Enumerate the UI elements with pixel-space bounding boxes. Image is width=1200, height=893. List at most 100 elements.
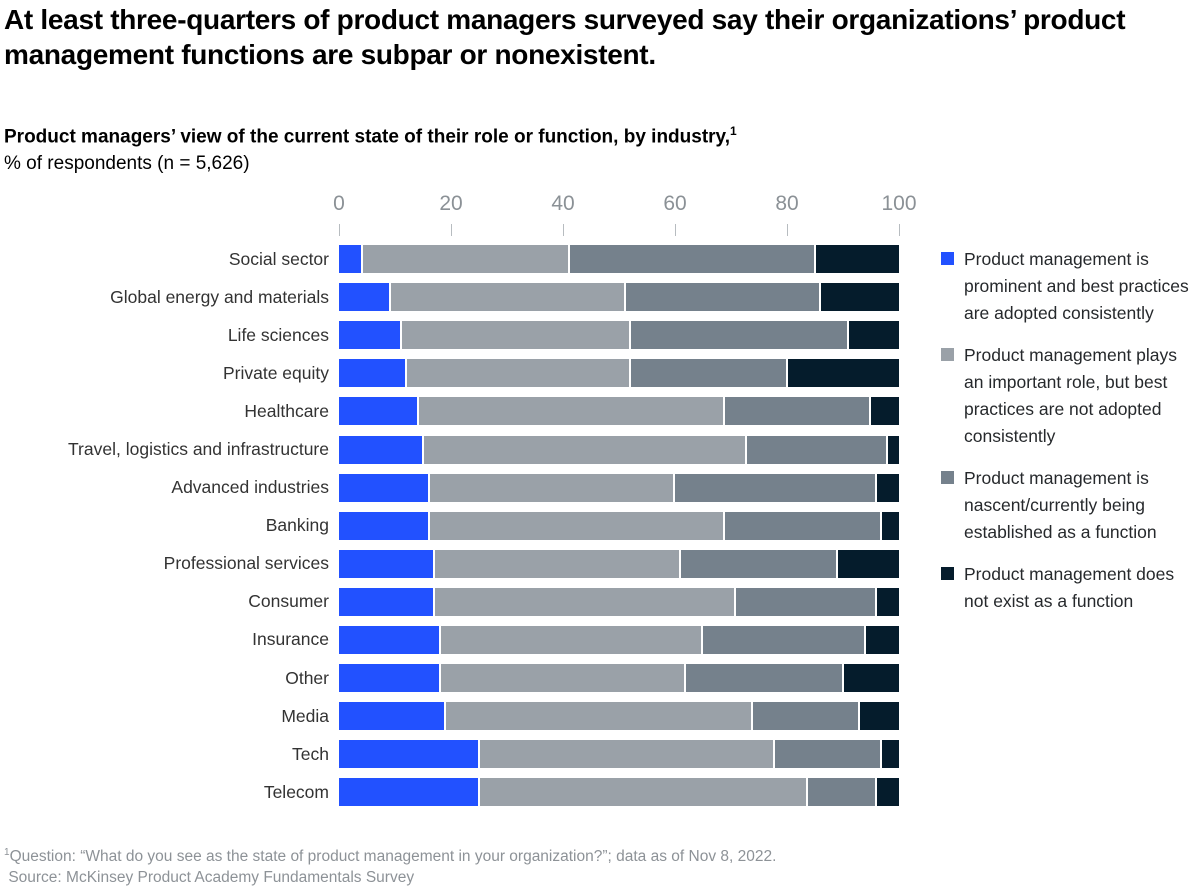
stacked-bar-chart: 0 20 40 60 80 100 Social sector Global energy … xyxy=(0,192,1200,812)
bar-segment xyxy=(808,778,875,807)
bar-segment xyxy=(418,397,724,426)
stacked-bar xyxy=(339,778,899,807)
footnote-question: Question: “What do you see as the state … xyxy=(9,848,777,866)
x-tick-label: 20 xyxy=(439,192,463,215)
legend-swatch xyxy=(941,348,954,361)
category-label: Tech xyxy=(292,743,329,764)
page-title: At least three-quarters of product manag… xyxy=(4,4,1126,70)
bar-segment xyxy=(686,664,842,693)
bar-segment xyxy=(339,245,362,274)
legend-swatch xyxy=(941,252,954,265)
bar-segment xyxy=(401,321,630,350)
x-tick-label: 100 xyxy=(881,192,917,215)
bar-segment xyxy=(680,549,837,578)
bar-segment xyxy=(390,283,624,312)
bar-segment xyxy=(725,511,881,540)
category-label: Other xyxy=(285,667,329,688)
category-label: Private equity xyxy=(222,362,329,383)
bar-segment xyxy=(429,511,724,540)
footnote-line1: 1Question: “What do you see as the state… xyxy=(4,842,776,867)
x-tick-mark xyxy=(338,224,340,236)
stacked-bar xyxy=(339,625,899,654)
bar-segment xyxy=(625,283,820,312)
stacked-bar xyxy=(339,549,900,578)
legend-item: Product management plays an important ro… xyxy=(941,342,1191,450)
bar-segment xyxy=(339,283,389,312)
category-label: Banking xyxy=(265,515,329,536)
chart-footnote: 1Question: “What do you see as the state… xyxy=(4,842,776,888)
legend-item: Product management is nascent/currently … xyxy=(941,465,1191,546)
bar-segment xyxy=(339,359,406,388)
bar-segment xyxy=(747,435,886,464)
bar-segment xyxy=(752,702,859,731)
bar-segment xyxy=(339,625,439,654)
footnote-sup: 1 xyxy=(4,847,10,858)
legend-label: Product management plays an important ro… xyxy=(964,345,1178,446)
bar-segment xyxy=(339,549,434,578)
chart-row: Tech xyxy=(0,735,900,773)
bar-segment xyxy=(570,245,814,274)
x-tick-label: 60 xyxy=(663,192,687,215)
legend-item: Product management is prominent and best… xyxy=(941,246,1191,327)
x-tick-mark xyxy=(450,224,452,236)
bar-segment xyxy=(871,397,900,426)
bar-segment xyxy=(675,473,875,502)
x-tick-mark xyxy=(898,224,900,236)
bar-segment xyxy=(843,664,900,693)
bar-segment xyxy=(821,283,900,312)
bar-segment xyxy=(860,702,900,731)
bar-segment xyxy=(440,625,702,654)
bar-segment xyxy=(876,473,899,502)
x-tick-label: 80 xyxy=(775,192,799,215)
bar-segment xyxy=(339,397,417,426)
chart-row: Banking xyxy=(0,507,900,545)
bar-segment xyxy=(363,245,569,274)
stacked-bar xyxy=(339,397,900,426)
stacked-bar xyxy=(339,702,900,731)
bar-segment xyxy=(435,587,735,616)
stacked-bar xyxy=(339,435,899,464)
footnote-reference-mark: 1 xyxy=(730,124,737,138)
bar-segment xyxy=(788,359,899,388)
category-label: Telecom xyxy=(263,781,329,802)
bar-segment xyxy=(339,587,434,616)
bar-segment xyxy=(736,587,875,616)
bar-segment xyxy=(339,702,445,731)
chart-subtitle-line1: Product managers’ view of the current st… xyxy=(4,118,737,150)
bar-segment xyxy=(339,664,439,693)
bar-segment xyxy=(631,359,787,388)
chart-subtitle-line2: % of respondents (n = 5,626) xyxy=(4,153,250,175)
bar-segment xyxy=(703,625,864,654)
legend-swatch xyxy=(941,567,954,580)
chart-row: Insurance xyxy=(0,621,899,659)
bar-segment xyxy=(479,778,807,807)
stacked-bar xyxy=(339,245,899,274)
stacked-bar xyxy=(339,283,900,312)
bar-segment xyxy=(440,664,685,693)
chart-row: Global energy and materials xyxy=(0,278,900,316)
stacked-bar xyxy=(339,321,899,350)
legend-item: Product management does not exist as a f… xyxy=(941,561,1191,615)
category-label: Insurance xyxy=(252,629,329,650)
bar-segment xyxy=(424,435,746,464)
x-tick-label: 40 xyxy=(551,192,575,215)
bar-segment xyxy=(887,435,899,464)
chart-row: Telecom xyxy=(0,773,899,811)
bar-segment xyxy=(429,473,674,502)
bar-segment xyxy=(849,321,899,350)
bar-segment xyxy=(882,511,900,540)
category-label: Professional services xyxy=(163,553,329,574)
chart-row: Media xyxy=(0,697,900,735)
footnote-source: Source: McKinsey Product Academy Fundame… xyxy=(4,867,776,888)
stacked-bar xyxy=(339,587,899,616)
bar-segment xyxy=(339,511,428,540)
chart-row: Consumer xyxy=(0,583,899,621)
legend-label: Product management does not exist as a f… xyxy=(964,564,1175,611)
bar-segment xyxy=(435,549,679,578)
chart-subtitle: Product managers’ view of the current st… xyxy=(4,118,737,177)
category-label: Advanced industries xyxy=(171,477,329,498)
chart-row: Social sector xyxy=(0,240,899,278)
x-axis: 0 20 40 60 80 100 xyxy=(333,192,917,240)
category-label: Media xyxy=(281,705,329,726)
bar-segment xyxy=(339,740,478,769)
